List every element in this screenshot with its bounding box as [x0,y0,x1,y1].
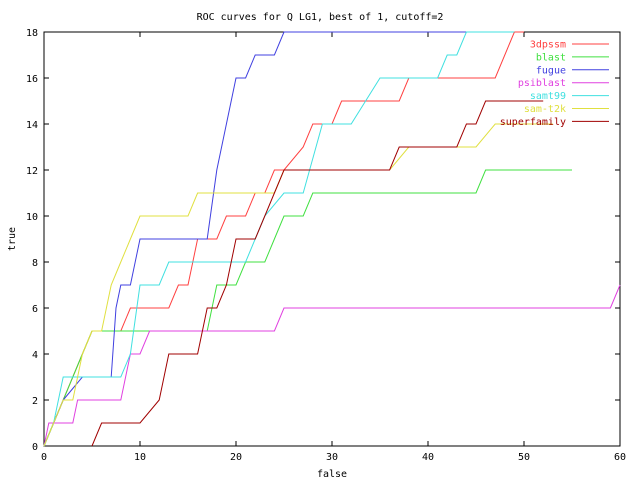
y-tick-label: 4 [32,350,38,361]
legend-label-fugue: fugue [536,65,566,76]
legend-label-psiblast: psiblast [518,78,566,89]
series-lines [43,31,621,447]
series-line-3dpssm [43,31,524,447]
legend-label-3dpssm: 3dpssm [530,40,566,51]
series-line-blast [43,169,572,447]
y-tick-label: 18 [26,28,38,39]
x-tick-label: 30 [326,452,338,463]
x-tick-label: 10 [134,452,146,463]
x-tick-label: 0 [41,452,47,463]
series-line-samt99 [43,31,515,447]
y-tick-label: 8 [32,258,38,269]
x-tick-label: 60 [614,452,626,463]
series-line-psiblast [43,284,621,447]
x-tick-label: 40 [422,452,434,463]
x-tick-label: 20 [230,452,242,463]
legend-label-blast: blast [536,52,566,63]
y-tick-label: 6 [32,304,38,315]
y-tick-label: 2 [32,396,38,407]
x-tick-label: 50 [518,452,530,463]
y-tick-label: 16 [26,74,38,85]
series-line-fugue [43,31,467,447]
y-tick-label: 0 [32,442,38,453]
y-tick-label: 12 [26,166,38,177]
legend-label-sam-t2k: sam-t2k [524,104,566,115]
series-line-sam-t2k [43,123,553,447]
y-axis-label: true [7,227,18,251]
chart-title: ROC curves for Q LG1, best of 1, cutoff=… [197,12,444,23]
x-axis-label: false [317,469,347,480]
legend-label-samt99: samt99 [530,91,566,102]
y-tick-label: 14 [26,120,38,131]
series-line-superfamily [91,100,544,447]
y-tick-label: 10 [26,212,38,223]
legend-label-superfamily: superfamily [500,117,566,128]
axis-ticks: 0 10 20 30 40 50 60 0 2 4 6 8 10 12 14 16 18 [26,28,626,463]
